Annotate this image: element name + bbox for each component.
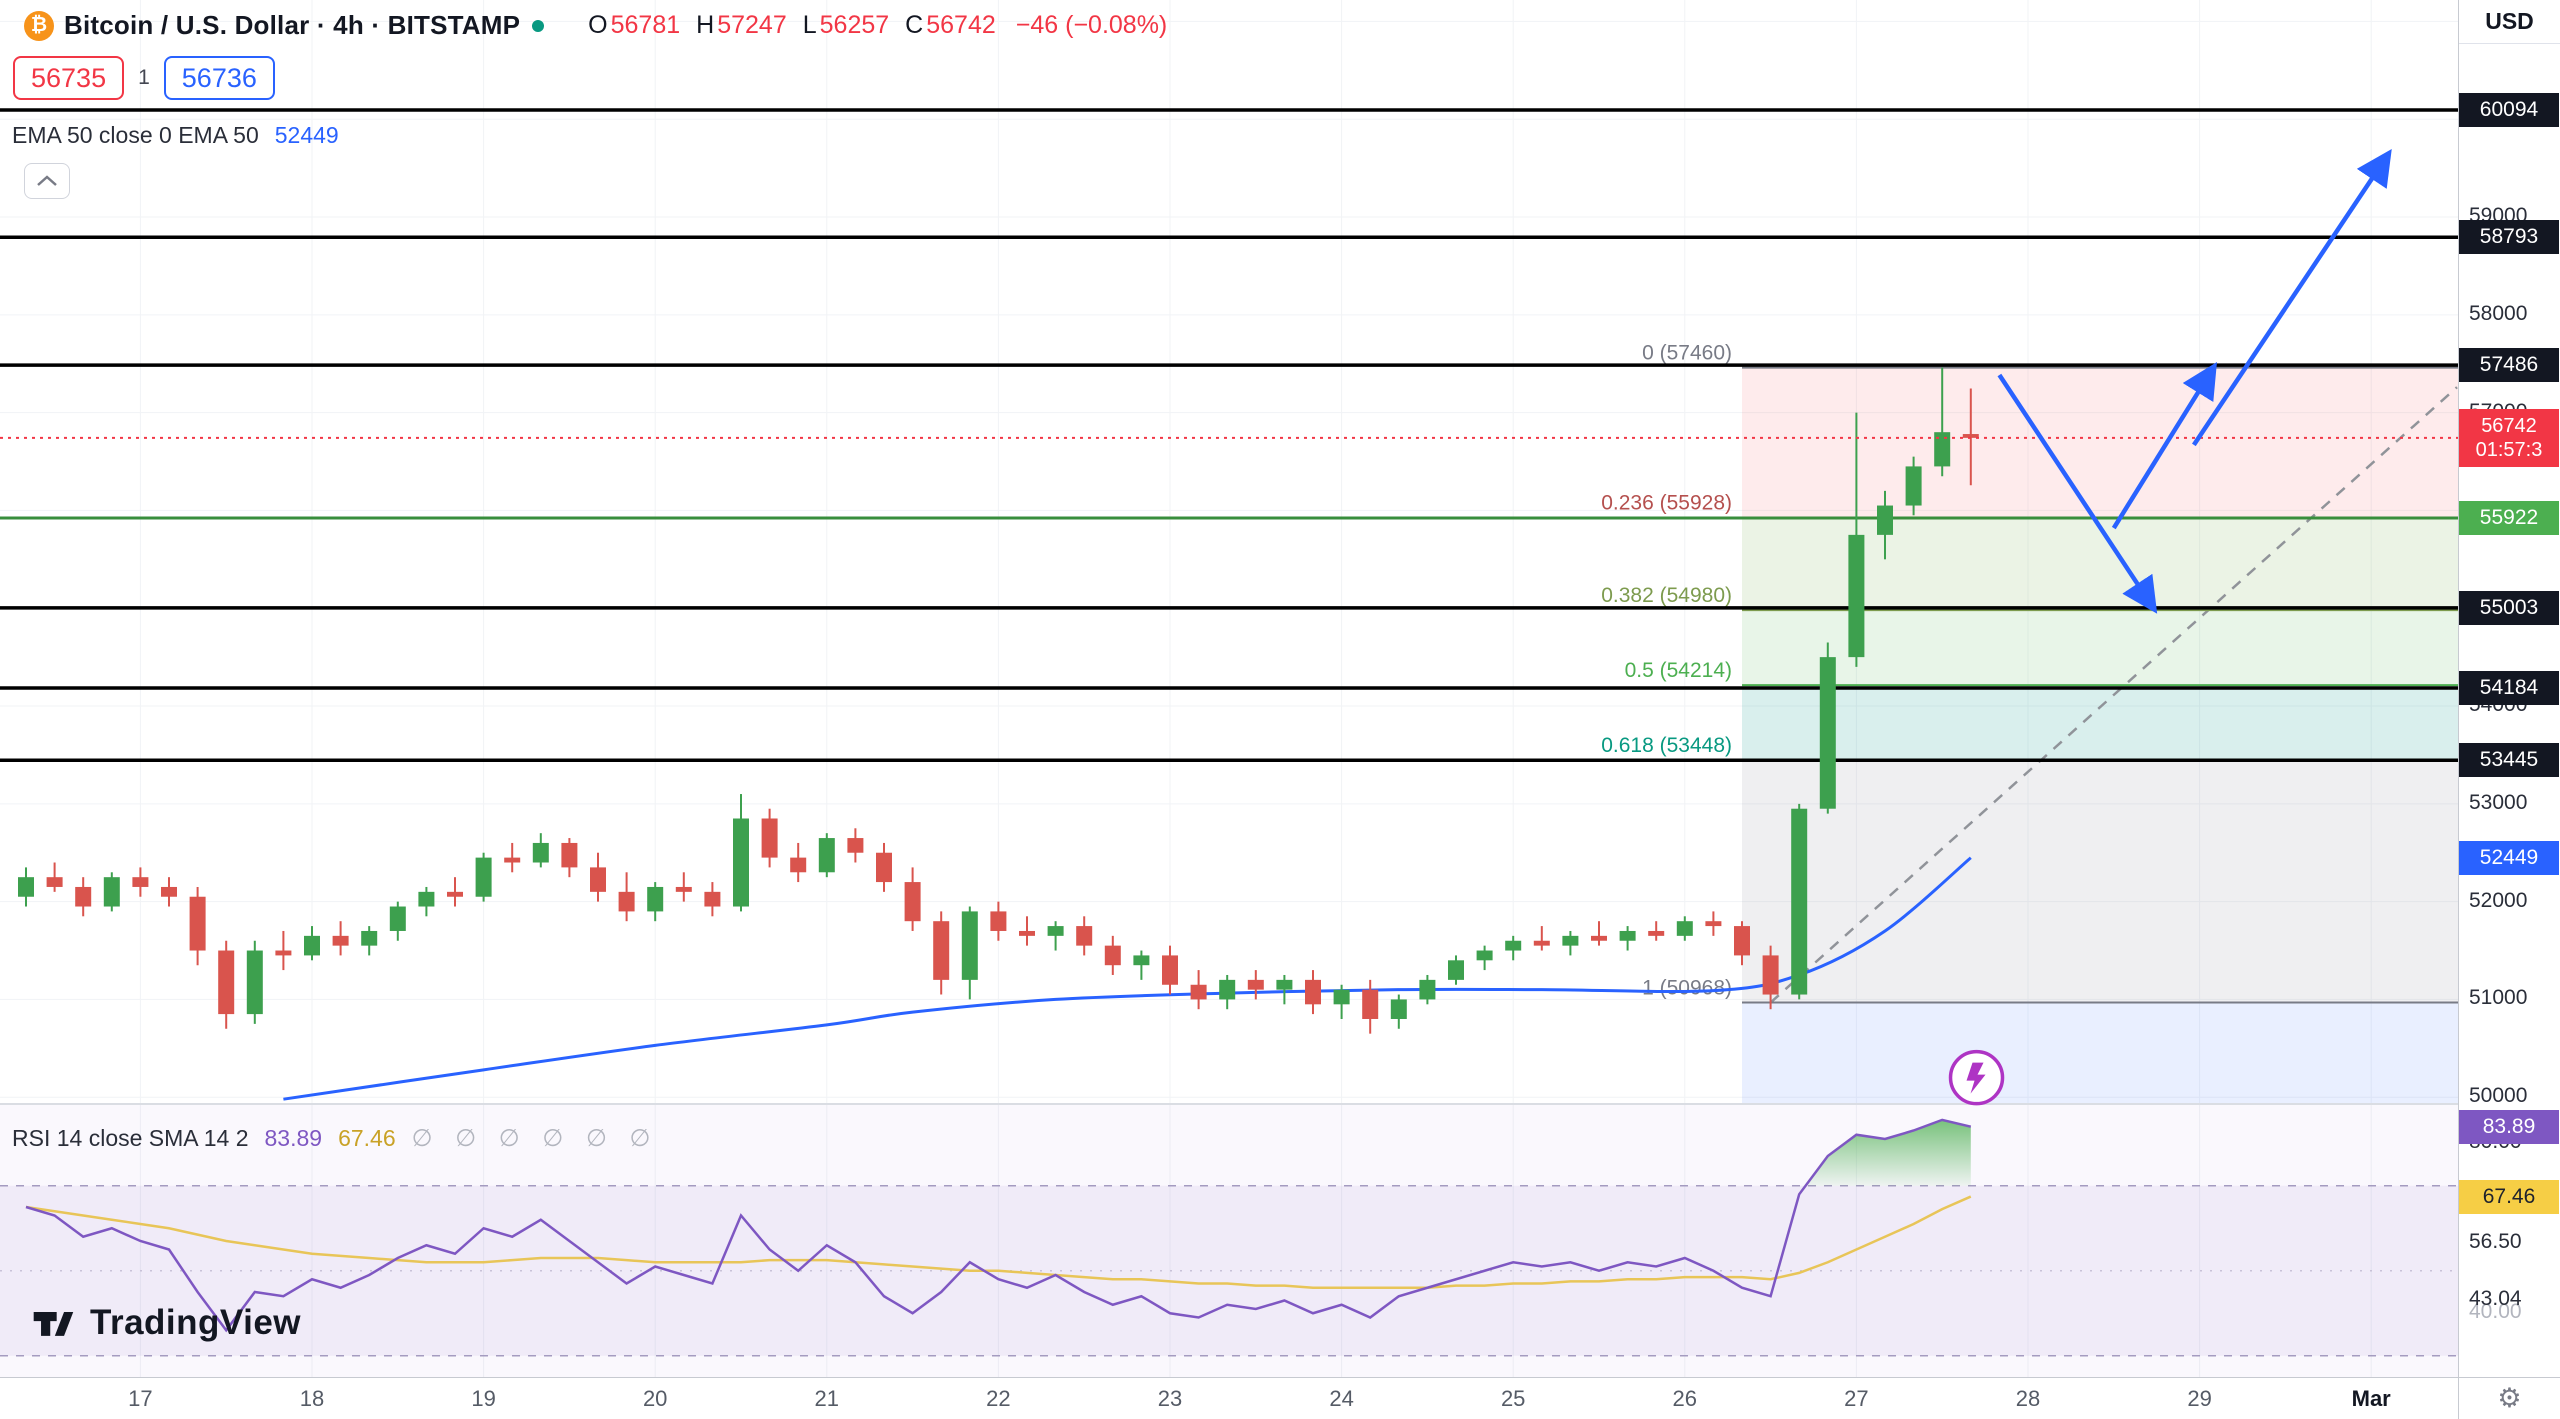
price-badge: 54184 <box>2459 671 2559 706</box>
candlesticks <box>18 367 1979 1034</box>
rsi-value-badge: 83.89 <box>2459 1109 2559 1144</box>
time-axis-label: 21 <box>814 1386 840 1411</box>
high-label: H <box>696 11 715 39</box>
svg-text:0.5 (54214): 0.5 (54214) <box>1625 659 1732 682</box>
close-value: 56742 <box>926 11 996 39</box>
time-axis-label: 25 <box>1500 1386 1526 1411</box>
price-axis-label: 58000 <box>2469 301 2528 325</box>
price-badge: 55003 <box>2459 590 2559 625</box>
change-value: −46 (−0.08%) <box>1015 11 1168 39</box>
price-badge: 55922 <box>2459 501 2559 536</box>
tradingview-watermark[interactable]: TradingView <box>28 1300 301 1346</box>
price-axis[interactable]: USD 590005800057000540005300052000510005… <box>2458 0 2560 1377</box>
rsi-value-badge: 67.46 <box>2459 1179 2559 1214</box>
hidden-plot-markers: ∅ ∅ ∅ ∅ ∅ ∅ <box>411 1125 659 1152</box>
svg-text:0.382 (54980): 0.382 (54980) <box>1601 584 1732 607</box>
rsi-axis-label: 56.50 <box>2469 1230 2522 1254</box>
rsi-overbought-fill <box>1805 1119 1971 1186</box>
rsi-pane <box>0 1105 2458 1377</box>
trade-panel: 56735 1 56736 <box>13 56 275 100</box>
price-axis-label: 50000 <box>2469 1084 2528 1108</box>
buy-button[interactable]: 56736 <box>163 56 275 100</box>
watermark-text: TradingView <box>90 1303 302 1342</box>
svg-text:0.236 (55928): 0.236 (55928) <box>1601 491 1732 514</box>
spread-value: 1 <box>138 66 150 89</box>
chart-canvas[interactable]: 0 (57460) 0.236 (55928) 0.382 (54980) 0.5 (… <box>0 0 2458 1377</box>
time-axis-label: 17 <box>128 1386 153 1411</box>
time-axis-label: 28 <box>2015 1386 2041 1411</box>
time-axis[interactable]: 17 18 19 20 21 22 23 24 25 26 27 28 29 Mar <box>0 1377 2458 1419</box>
svg-text:0 (57460): 0 (57460) <box>1642 342 1732 365</box>
time-axis-label: 19 <box>471 1386 496 1411</box>
market-status-dot <box>532 19 545 32</box>
fib-zones <box>1742 367 2458 1103</box>
open-value: 56781 <box>610 11 681 39</box>
svg-text:0.618 (53448): 0.618 (53448) <box>1601 734 1732 757</box>
low-value: 56257 <box>819 11 890 39</box>
rsi-axis-label: 40.00 <box>2469 1300 2522 1324</box>
rsi-label: RSI 14 close SMA 14 2 <box>12 1125 249 1151</box>
rsi-axis-label: 43.04 <box>2469 1287 2522 1311</box>
rsi-value: 83.89 <box>264 1125 323 1151</box>
axis-settings-gear-icon[interactable]: ⚙ <box>2497 1383 2522 1413</box>
price-axis-label: 51000 <box>2469 986 2528 1010</box>
time-axis-label: 29 <box>2187 1386 2212 1411</box>
ohlc-readout: O 56781 H 57247 L 56257 C 56742 −46 (−0.08%) <box>588 11 1167 40</box>
rsi-line <box>25 1118 1972 1333</box>
time-axis-label: 27 <box>1844 1386 1869 1411</box>
fib-levels: 0 (57460) 0.236 (55928) 0.382 (54980) 0.5 (… <box>1601 342 2458 1004</box>
rsi-ma-value: 67.46 <box>338 1125 396 1151</box>
price-axis-labels: 5900058000570005400053000520005100050000… <box>2459 0 2560 1377</box>
sell-button[interactable]: 56735 <box>13 56 125 100</box>
price-badge: 53445 <box>2459 743 2559 778</box>
collapse-legend-button[interactable] <box>24 163 70 199</box>
flash-drawing-icon[interactable] <box>1948 1049 2005 1106</box>
projection-arrows[interactable] <box>1997 148 2392 614</box>
price-axis-label: 52000 <box>2469 888 2528 912</box>
price-badge: 52449 <box>2459 840 2559 875</box>
axis-corner: ⚙ <box>2458 1377 2560 1419</box>
rsi-ma-line <box>25 1195 1972 1289</box>
price-badge: 57486 <box>2459 348 2559 383</box>
time-axis-label: 24 <box>1329 1386 1354 1411</box>
horizontal-lines <box>0 108 2458 763</box>
time-axis-label: 22 <box>986 1386 1011 1411</box>
open-label: O <box>588 11 608 39</box>
price-badge: 58793 <box>2459 220 2559 255</box>
low-label: L <box>802 11 817 39</box>
close-label: C <box>905 11 924 39</box>
symbol-title[interactable]: Bitcoin / U.S. Dollar · 4h · BITSTAMP <box>64 10 521 40</box>
time-axis-label: 18 <box>299 1386 325 1411</box>
time-axis-label: Mar <box>2351 1386 2391 1411</box>
ema-indicator-legend[interactable]: EMA 50 close 0 EMA 50 52449 <box>12 122 339 149</box>
ema-value: 52449 <box>274 122 339 148</box>
rsi-indicator-legend[interactable]: RSI 14 close SMA 14 2 83.89 67.46 ∅ ∅ ∅ … <box>12 1124 658 1153</box>
chevron-up-icon <box>37 175 57 186</box>
axis-currency-label: USD <box>2459 0 2560 44</box>
svg-text:1 (50968): 1 (50968) <box>1642 977 1732 1000</box>
last-price-countdown-badge: 56742 01:57:3 <box>2459 408 2559 467</box>
time-axis-label: 26 <box>1672 1386 1698 1411</box>
price-badge: 60094 <box>2459 93 2559 128</box>
time-axis-label: 20 <box>642 1386 668 1411</box>
symbol-legend: ₿ Bitcoin / U.S. Dollar · 4h · BITSTAMP … <box>24 10 1167 41</box>
dashed-trendline <box>1769 386 2458 1004</box>
tradingview-logo-icon <box>33 1311 74 1336</box>
high-value: 57247 <box>717 11 787 39</box>
time-axis-label: 23 <box>1157 1386 1183 1411</box>
bitcoin-icon: ₿ <box>24 10 54 41</box>
price-axis-label: 53000 <box>2469 790 2528 814</box>
ema-label: EMA 50 close 0 EMA 50 <box>12 122 259 148</box>
